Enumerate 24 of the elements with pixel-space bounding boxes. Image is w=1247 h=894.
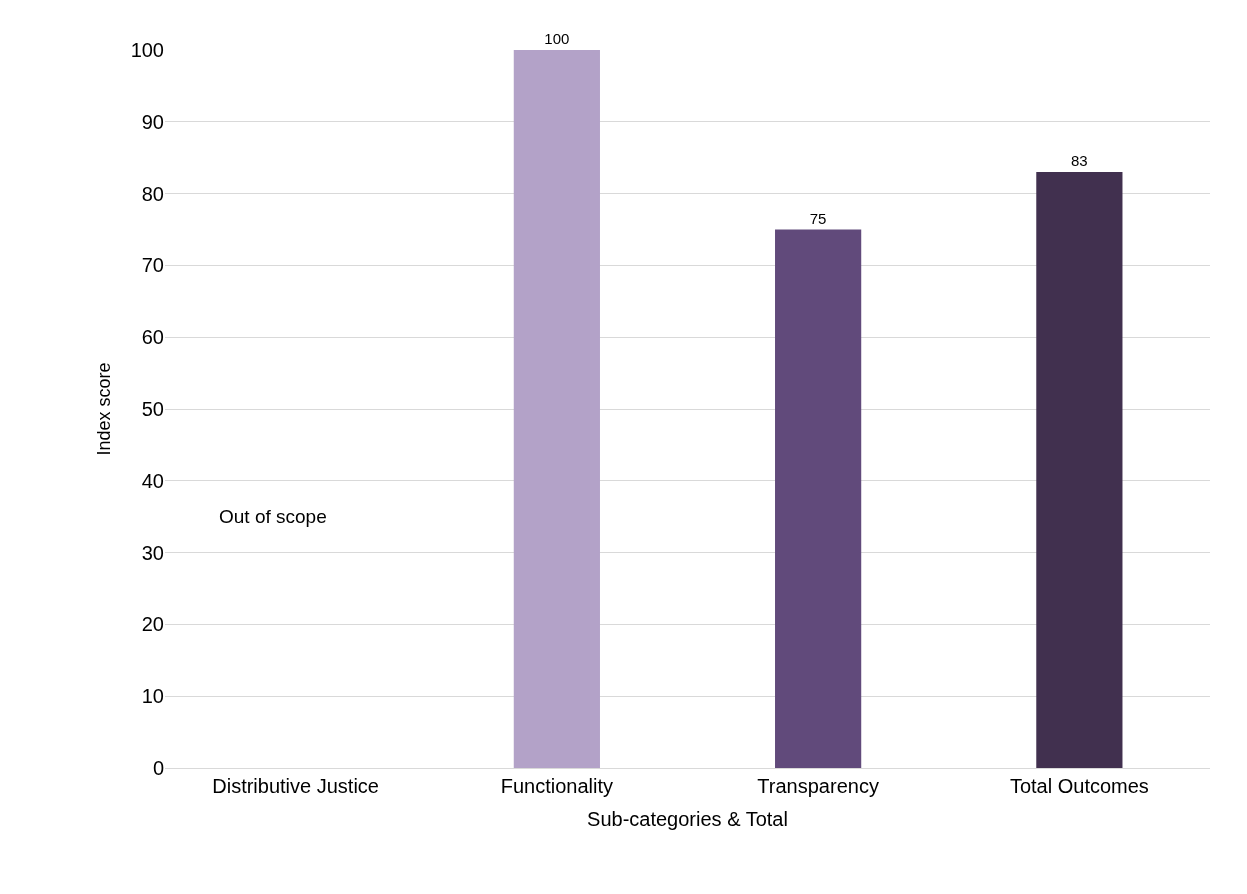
y-tick-label: 10 xyxy=(141,685,164,708)
x-tick-label: Total Outcomes xyxy=(1009,775,1149,797)
bar xyxy=(513,50,600,768)
x-axis-title: Sub-categories & Total xyxy=(587,807,788,830)
y-tick-label: 80 xyxy=(141,182,164,205)
bar xyxy=(1036,172,1123,768)
data-label: 75 xyxy=(809,209,827,227)
y-tick-label: 100 xyxy=(130,39,164,61)
y-tick-label: 60 xyxy=(141,326,164,349)
x-tick-label: Functionality xyxy=(500,775,614,797)
data-label: 100 xyxy=(544,30,570,47)
x-tick-label: Transparency xyxy=(757,775,879,797)
y-tick-label: 90 xyxy=(141,110,164,133)
y-tick-label: 40 xyxy=(141,469,164,492)
y-tick-label: 0 xyxy=(152,757,164,779)
y-tick-label: 70 xyxy=(141,254,164,277)
x-tick-label: Distributive Justice xyxy=(212,775,379,797)
bar xyxy=(775,229,862,768)
annotation: Out of scope xyxy=(219,506,327,527)
y-tick-label: 20 xyxy=(141,613,164,636)
y-axis-title: Index score xyxy=(93,362,114,456)
y-tick-label: 50 xyxy=(141,398,164,420)
y-tick-label: 30 xyxy=(141,541,164,564)
data-label: 83 xyxy=(1071,152,1088,170)
